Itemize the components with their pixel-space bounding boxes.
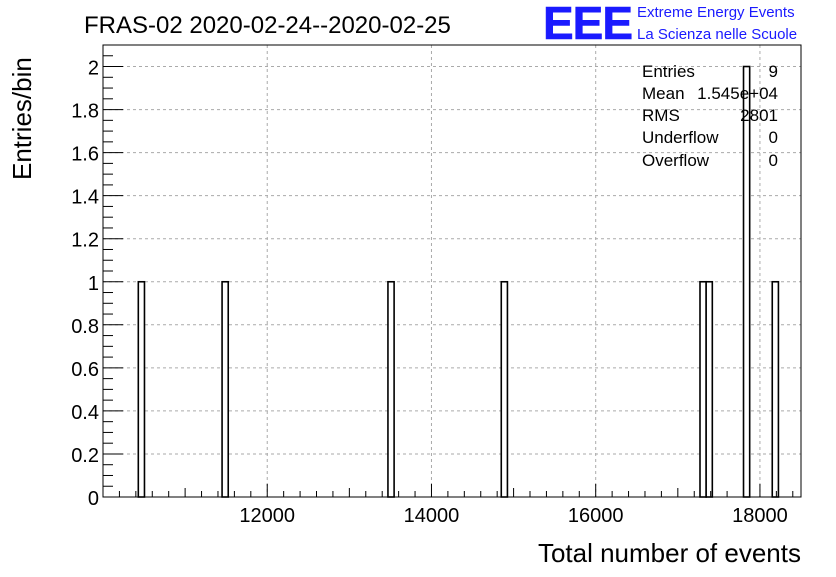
stats-overflow-value: 0	[769, 151, 778, 170]
x-tick-label: 12000	[239, 505, 295, 527]
y-tick-label: 0	[88, 488, 99, 510]
x-tick-label: 14000	[404, 505, 460, 527]
y-tick-label: 0.2	[71, 445, 99, 467]
stats-entries-label: Entries	[642, 62, 695, 81]
y-tick-label: 2	[88, 58, 99, 80]
plot-frame	[102, 44, 802, 498]
histogram-bars	[137, 65, 780, 498]
y-tick-label: 1.8	[71, 101, 99, 123]
y-tick-label: 0.4	[71, 402, 99, 424]
stats-rms-label: RMS	[642, 106, 680, 125]
x-axis-label: Total number of events	[538, 538, 801, 568]
y-tick-label: 1	[88, 273, 99, 295]
histogram-bar	[699, 280, 707, 498]
stats-mean-value: 1.545e+04	[697, 84, 778, 103]
stats-rms-value: 2801	[740, 106, 778, 125]
y-axis-label: Entries/bin	[7, 57, 37, 180]
chart-title: FRAS-02 2020-02-24--2020-02-25	[84, 12, 451, 39]
y-tick-label: 1.4	[71, 187, 99, 209]
histogram-bar	[137, 280, 146, 498]
stats-entries-value: 9	[769, 62, 778, 81]
histogram-bar	[771, 280, 780, 498]
histogram-bar	[742, 65, 751, 498]
y-tick-label: 0.6	[71, 359, 99, 381]
grid-lines	[103, 45, 801, 497]
stats-overflow-label: Overflow	[642, 151, 710, 170]
histogram-bar	[387, 280, 395, 498]
stats-box: Entries 9 Mean 1.545e+04 RMS 2801 Underf…	[642, 62, 778, 170]
logo-line-2: La Scienza nelle Scuole	[637, 26, 797, 43]
logo-mark: EEE	[543, 0, 632, 49]
y-tick-label: 0.8	[71, 316, 99, 338]
histogram-bar	[221, 280, 230, 498]
y-tick-label: 1.2	[71, 230, 99, 252]
histogram-bar	[500, 280, 509, 498]
x-tick-label: 18000	[732, 505, 788, 527]
x-tick-label: 16000	[568, 505, 624, 527]
stats-underflow-label: Underflow	[642, 128, 719, 147]
histogram-bar	[705, 280, 714, 498]
logo-line-1: Extreme Energy Events	[637, 4, 795, 21]
axis-ticks: 12000 14000 16000 18000 0 0.2 0.4 0.6 0.8 1 1.2 1.4…	[71, 55, 794, 527]
eee-logo: EEE Extreme Energy Events La Scienza nel…	[543, 0, 797, 49]
stats-mean-label: Mean	[642, 84, 685, 103]
y-tick-label: 1.6	[71, 144, 99, 166]
stats-underflow-value: 0	[769, 128, 778, 147]
